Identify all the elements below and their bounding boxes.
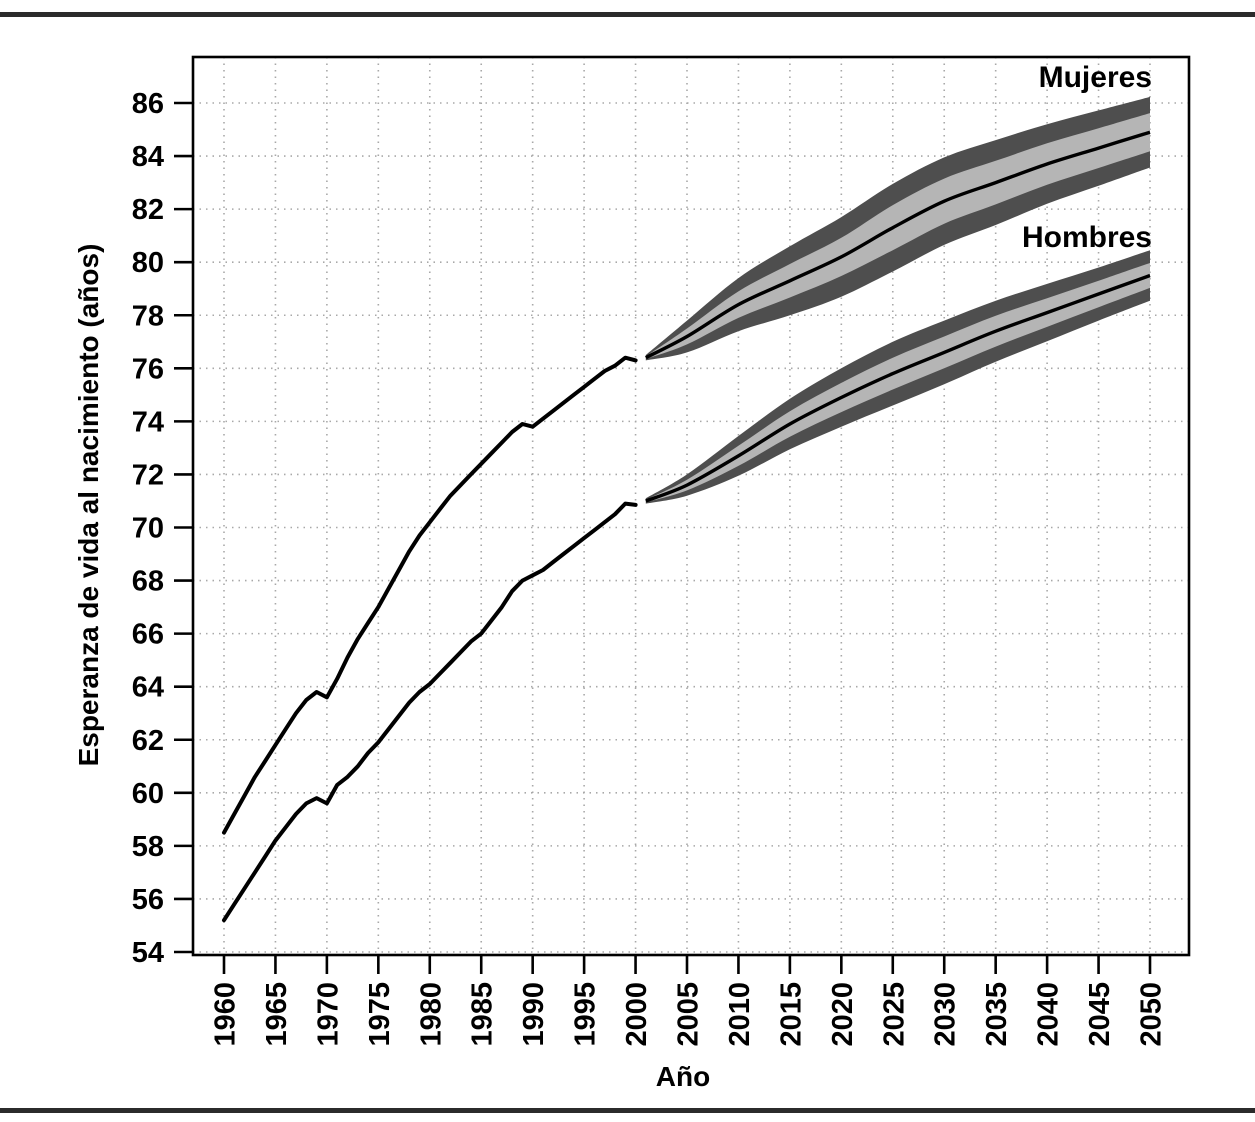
x-tick-label: 1960	[210, 982, 242, 1047]
y-tick-label: 82	[132, 194, 164, 226]
x-tick-label: 1995	[570, 982, 602, 1047]
x-tick-label: 2030	[930, 982, 962, 1047]
y-tick-label: 76	[132, 353, 164, 385]
y-tick-label: 56	[132, 884, 164, 916]
x-axis-title: Año	[655, 1061, 711, 1092]
top-rule	[0, 12, 1255, 17]
y-tick-label: 60	[132, 778, 164, 810]
x-tick-label: 2015	[775, 982, 807, 1047]
fan-inner-band-hombres	[645, 263, 1150, 503]
y-tick-label: 72	[132, 459, 164, 491]
x-tick-label: 1970	[312, 982, 344, 1047]
x-tick-label: 1985	[467, 982, 499, 1047]
x-tick-label: 2050	[1136, 982, 1168, 1047]
historical-line-mujeres	[222, 355, 638, 835]
x-tick-label: 1975	[364, 982, 396, 1047]
fan-inner-band-mujeres	[645, 113, 1150, 359]
series-label-mujeres: Mujeres	[1038, 61, 1152, 94]
series-label-hombres: Hombres	[1021, 221, 1152, 254]
y-tick-label: 54	[132, 937, 164, 969]
x-tick-label: 1980	[415, 982, 447, 1047]
y-tick-label: 86	[132, 88, 164, 120]
y-axis-title: Esperanza de vida al nacimiento (años)	[73, 243, 104, 767]
y-tick-label: 70	[132, 513, 164, 545]
x-tick-label: 2005	[673, 982, 705, 1047]
y-tick-label: 68	[132, 566, 164, 598]
x-tick-label: 1990	[518, 982, 550, 1047]
projection-central-line-mujeres	[645, 130, 1151, 360]
y-tick-label: 78	[132, 300, 164, 332]
plot-border	[191, 55, 1191, 957]
y-tick-label: 58	[132, 831, 164, 863]
bottom-rule	[0, 1108, 1255, 1113]
y-tick-label: 62	[132, 725, 164, 757]
x-tick-label: 2010	[724, 982, 756, 1047]
x-tick-label: 2045	[1084, 982, 1116, 1047]
y-tick-label: 80	[132, 247, 164, 279]
y-tick-label: 66	[132, 619, 164, 651]
y-tick-label: 64	[132, 672, 164, 704]
y-tick-label: 84	[132, 141, 164, 173]
x-tick-label: 2040	[1033, 982, 1065, 1047]
projection-central-line-hombres	[645, 273, 1151, 503]
x-tick-label: 1965	[261, 982, 293, 1047]
x-tick-label: 2035	[981, 982, 1013, 1047]
x-tick-label: 2020	[827, 982, 859, 1047]
x-tick-label: 2025	[878, 982, 910, 1047]
historical-line-hombres	[222, 501, 638, 923]
x-tick-label: 2000	[621, 982, 653, 1047]
y-tick-label: 74	[132, 406, 164, 438]
